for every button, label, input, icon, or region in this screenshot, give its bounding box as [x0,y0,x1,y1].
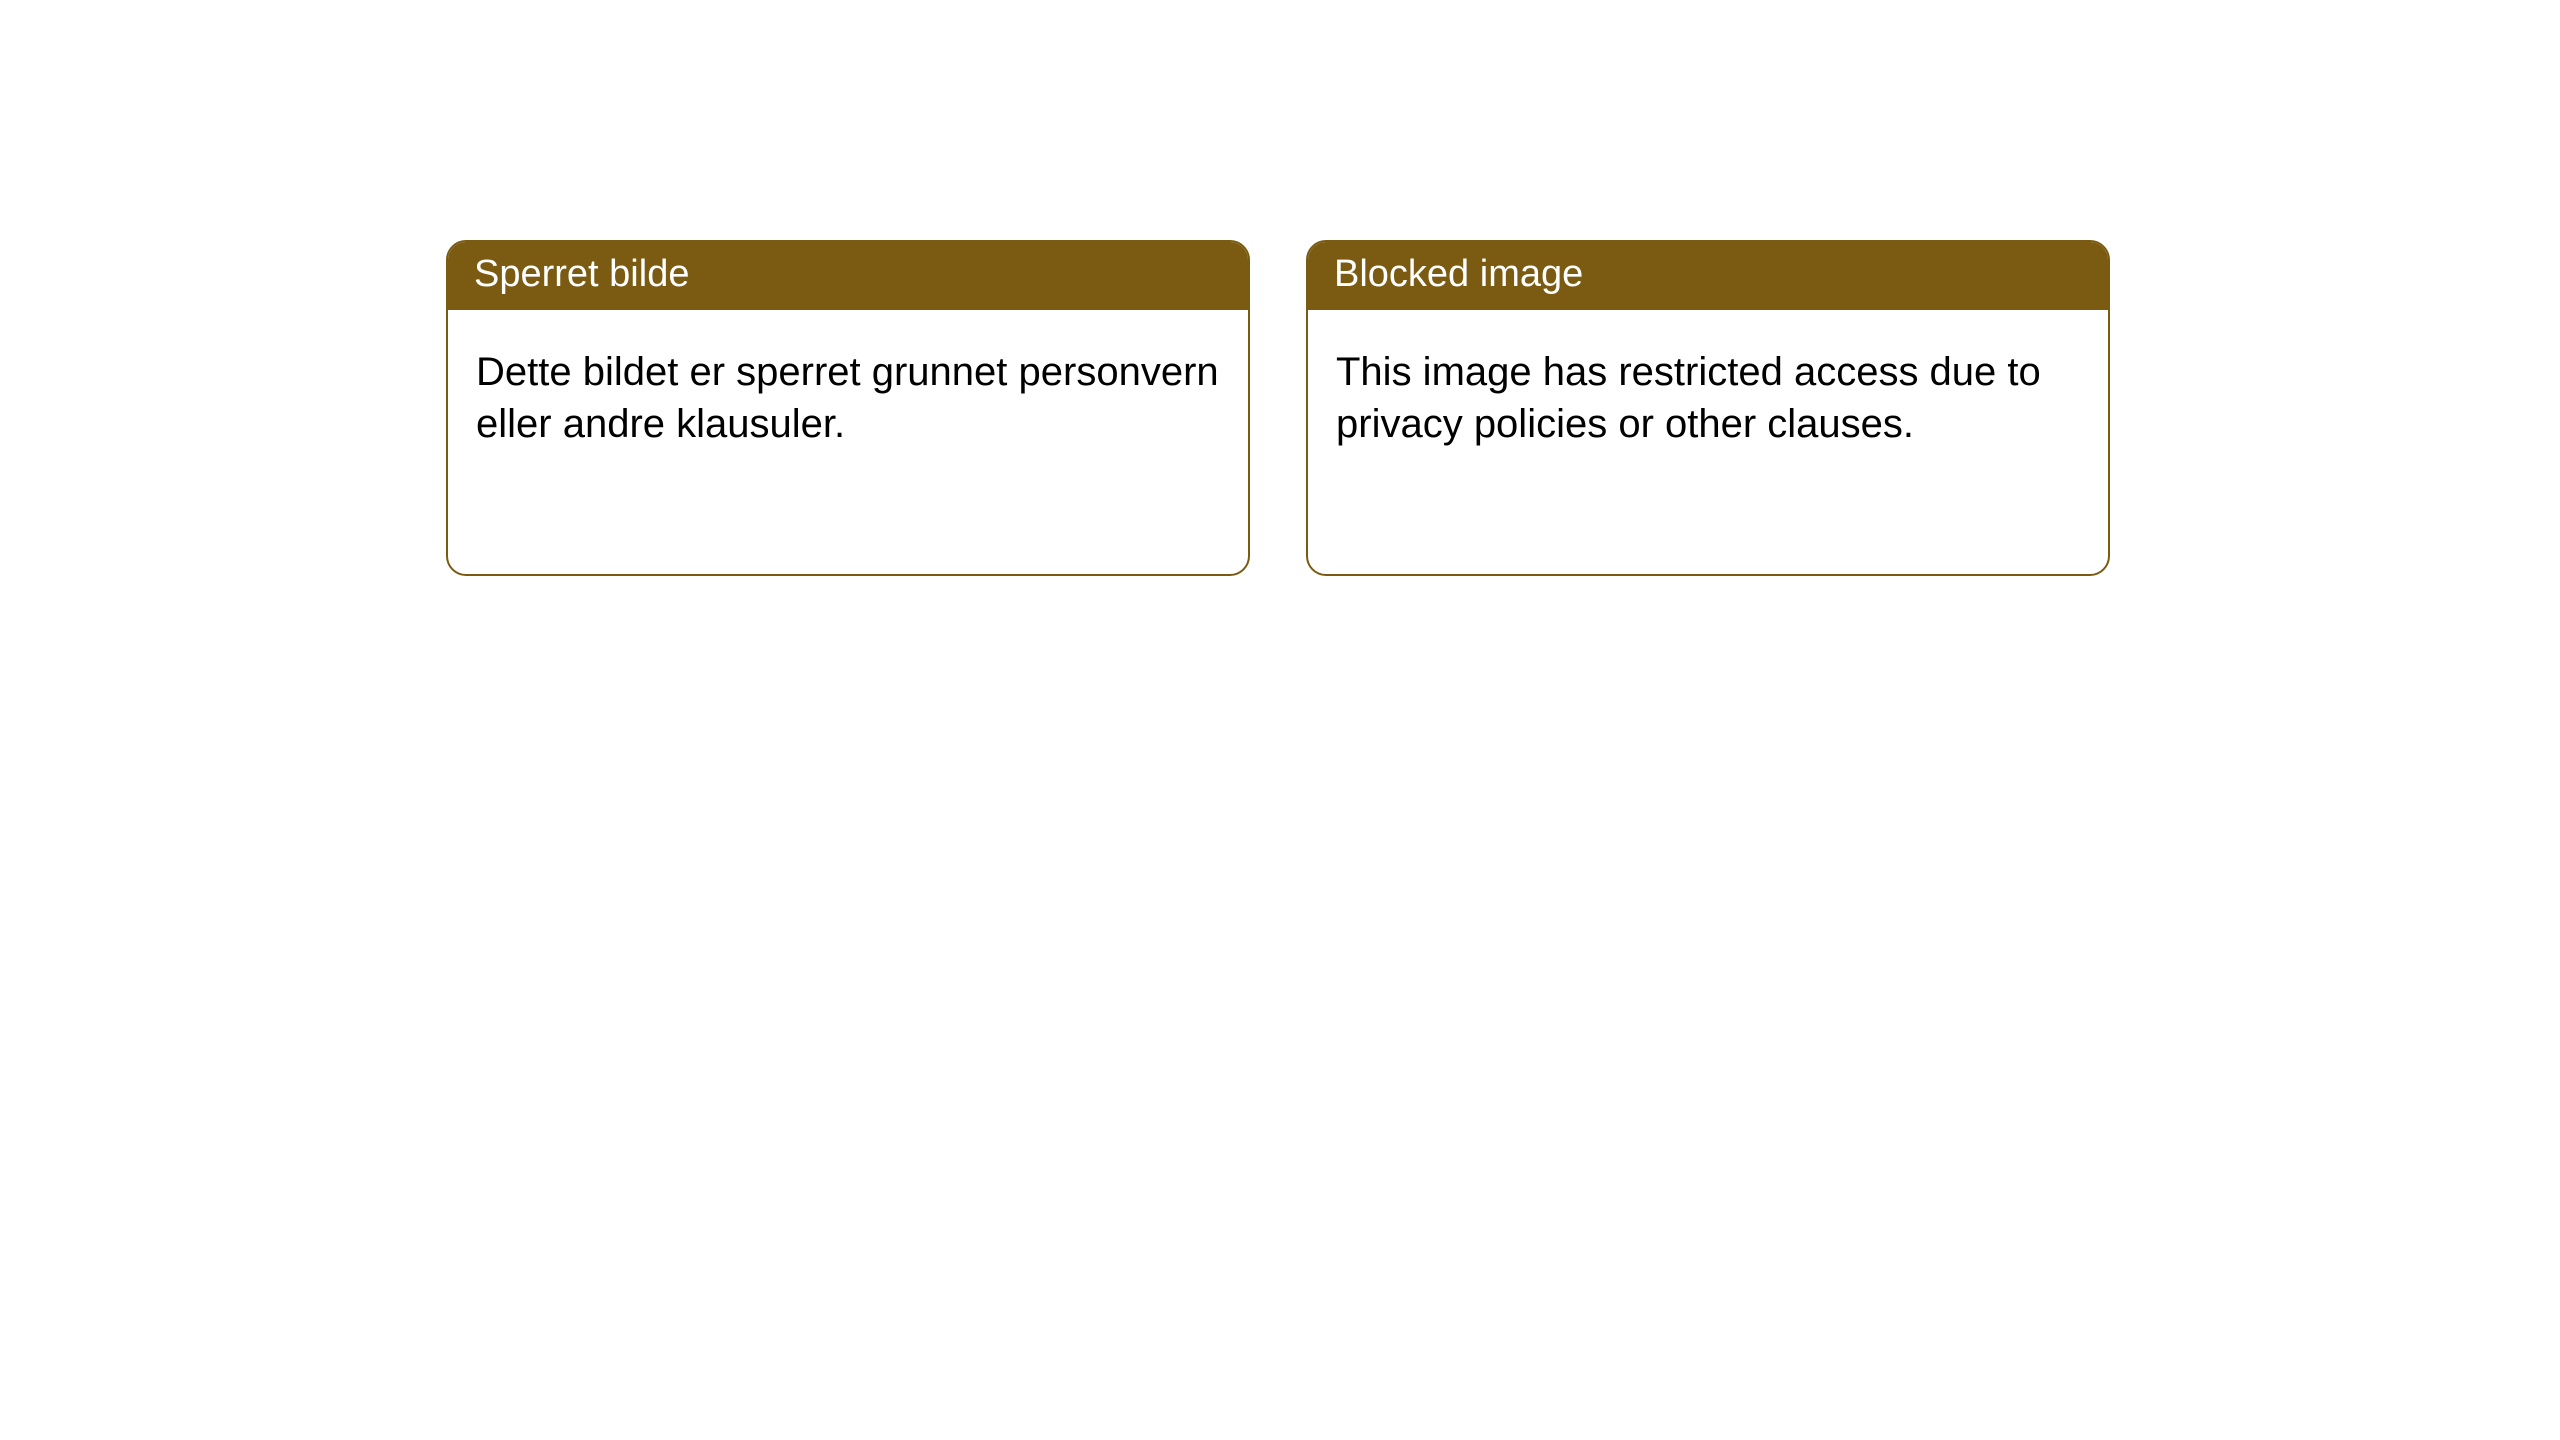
notice-card-english: Blocked image This image has restricted … [1306,240,2110,576]
notice-header: Blocked image [1308,242,2108,310]
notice-container: Sperret bilde Dette bildet er sperret gr… [446,240,2560,576]
notice-header: Sperret bilde [448,242,1248,310]
notice-body: This image has restricted access due to … [1308,310,2108,478]
notice-body: Dette bildet er sperret grunnet personve… [448,310,1248,478]
notice-card-norwegian: Sperret bilde Dette bildet er sperret gr… [446,240,1250,576]
